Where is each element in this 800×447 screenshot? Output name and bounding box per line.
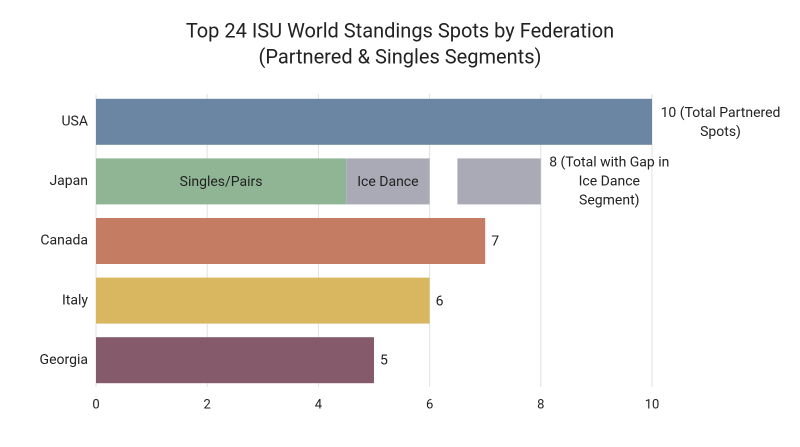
segment-label: Singles/Pairs bbox=[180, 174, 263, 190]
value-label: 5 bbox=[380, 352, 388, 369]
bar-segment bbox=[457, 158, 541, 205]
y-tick-label: Japan bbox=[49, 173, 88, 189]
value-label: 10 (Total Partnered Spots) bbox=[660, 104, 781, 140]
x-tick-label: 8 bbox=[537, 397, 544, 412]
bar bbox=[96, 337, 374, 384]
value-label: 6 bbox=[435, 293, 444, 310]
x-tick-label: 2 bbox=[204, 397, 211, 412]
x-tick-label: 0 bbox=[92, 397, 99, 412]
bar bbox=[96, 277, 430, 324]
segment-label: Ice Dance bbox=[357, 174, 418, 190]
bar-segment bbox=[346, 158, 430, 205]
bar bbox=[96, 98, 652, 145]
chart-title: Top 24 ISU World Standings Spots by Fede… bbox=[186, 18, 614, 42]
x-tick-label: 10 bbox=[645, 397, 660, 412]
value-label: 7 bbox=[491, 233, 500, 250]
chart-subtitle: (Partnered & Singles Segments) bbox=[258, 44, 541, 68]
bar-segment bbox=[96, 158, 347, 205]
y-tick-label: Italy bbox=[62, 292, 88, 308]
y-tick-label: Georgia bbox=[40, 352, 88, 368]
x-tick-label: 6 bbox=[426, 397, 433, 412]
y-tick-label: USA bbox=[61, 114, 88, 130]
y-tick-label: Canada bbox=[40, 233, 88, 249]
x-tick-label: 4 bbox=[315, 397, 323, 412]
value-label: 8 (Total with Gap in Ice Dance Segment) bbox=[549, 154, 670, 209]
bar bbox=[96, 218, 486, 264]
